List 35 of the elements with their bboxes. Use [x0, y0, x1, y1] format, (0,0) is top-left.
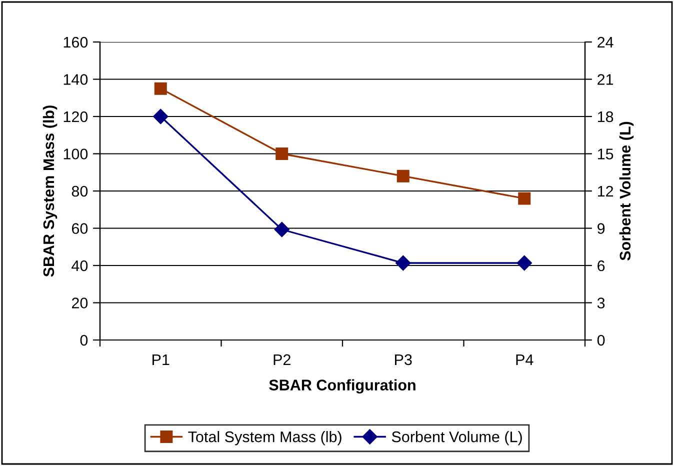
y-tick-label: 120 [64, 111, 88, 122]
legend-label: Sorbent Volume (L) [392, 431, 522, 446]
y-tick-label: 80 [72, 186, 88, 197]
y-tick-label: 60 [72, 223, 88, 234]
y2-tick-label: 12 [598, 186, 614, 197]
y2-tick-label: 0 [597, 334, 605, 346]
point [154, 82, 167, 95]
y2-tick-label: 24 [598, 36, 614, 48]
y-tick-label: 160 [64, 36, 88, 48]
y-tick-label: 140 [64, 74, 88, 85]
y-axis-title: SBAR System Mass (lb) [42, 106, 58, 277]
point [276, 148, 288, 160]
y2-tick-label: 9 [598, 223, 605, 234]
point [153, 108, 168, 124]
y-tick-label: 40 [72, 260, 88, 272]
y-tick-label: 0 [80, 334, 88, 346]
y-tick-label: 20 [72, 298, 88, 308]
x-tick-label: P2 [274, 354, 290, 365]
y2-tick-label: 21 [598, 74, 614, 85]
x-tick-label: P3 [395, 354, 412, 366]
y2-tick-label: 15 [598, 148, 614, 160]
x-axis-title: SBAR Configuration [269, 379, 416, 394]
point [396, 255, 411, 271]
legend-label: Total System Mass (lb) [188, 431, 342, 446]
x-tick-label: P1 [152, 354, 170, 365]
y2-tick-label: 3 [597, 298, 605, 308]
y2-tick-label: 6 [598, 260, 605, 272]
point [516, 255, 532, 271]
y2-tick-label: 18 [598, 111, 614, 122]
point [396, 170, 410, 182]
y-tick-label: 100 [64, 148, 88, 160]
point [518, 192, 531, 205]
y2-axis-title: Sorbent Volume (L) [619, 122, 634, 260]
point [274, 222, 290, 238]
x-tick-label: P4 [516, 354, 534, 365]
